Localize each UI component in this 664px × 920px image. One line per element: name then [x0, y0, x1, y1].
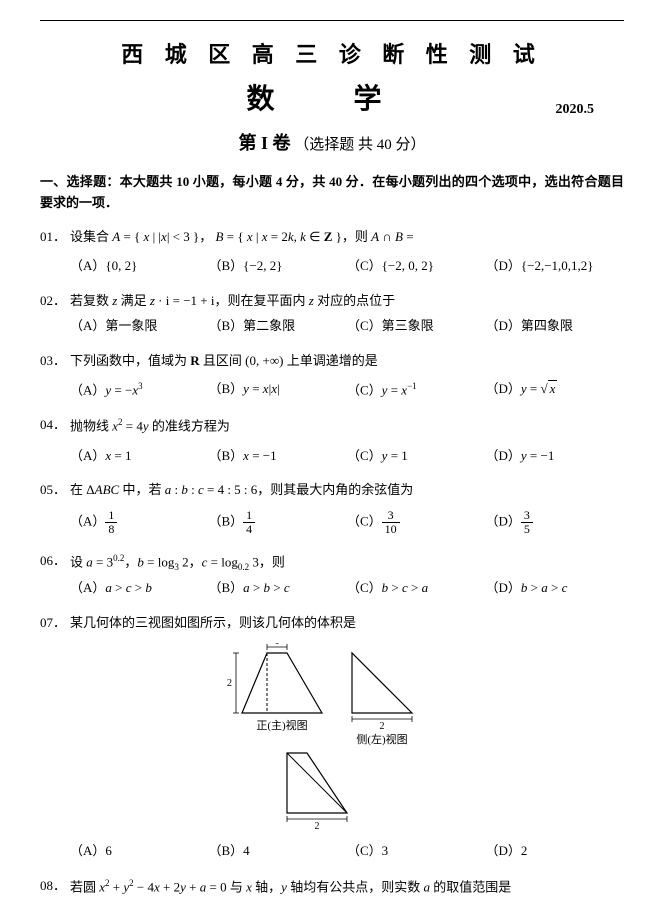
opt-a: （A）a > c > b: [70, 578, 209, 599]
frac-num: 3: [382, 509, 400, 523]
opt-b: （B）4: [209, 841, 348, 862]
opt-b: （B）a > b > c: [209, 578, 348, 599]
svg-text:2: 2: [380, 721, 385, 732]
q-num: 08．: [40, 876, 70, 897]
opt-a: （A）6: [70, 841, 209, 862]
instructions-text: 本大题共 10 小题，每小题 4 分，共 40 分．在每小题列出的四个选项中，选…: [40, 174, 624, 210]
opt-c: （C）310: [347, 509, 486, 536]
opt-d: （D）2: [486, 841, 625, 862]
question-03: 03． 下列函数中，值域为 R 且区间 (0, +∞) 上单调递增的是 （A）y…: [40, 351, 624, 402]
opt-d: （D）b > a > c: [486, 578, 625, 599]
q-text: 某几何体的三视图如图所示，则该几何体的体积是: [70, 613, 624, 634]
exam-title: 西 城 区 高 三 诊 断 性 测 试: [40, 37, 624, 72]
three-views-svg: 1 2 正(主)视图 2 侧(左)视图: [222, 643, 442, 833]
opt-d: （D）y = −1: [486, 446, 625, 467]
q-text: 设 a = 30.2，b = log3 2，c = log0.2 3，则: [70, 551, 624, 574]
question-02: 02． 若复数 z 满足 z · i = −1 + i，则在复平面内 z 对应的…: [40, 291, 624, 337]
opt-b: （B）x = −1: [209, 446, 348, 467]
question-08: 08． 若圆 x2 + y2 − 4x + 2y + a = 0 与 x 轴，y…: [40, 876, 624, 898]
question-07: 07． 某几何体的三视图如图所示，则该几何体的体积是 1: [40, 613, 624, 863]
q-text: 抛物线 x2 = 4y 的准线方程为: [70, 415, 624, 437]
section-large: 第 I 卷: [238, 133, 290, 153]
svg-text:俯视图: 俯视图: [301, 832, 334, 833]
q-num: 01．: [40, 227, 70, 248]
q-text: 在 ΔABC 中，若 a : b : c = 4 : 5 : 6，则其最大内角的…: [70, 480, 624, 501]
opt-a: （A）18: [70, 509, 209, 536]
frac-num: 3: [521, 509, 533, 523]
opt-c: （C）{−2, 0, 2}: [347, 256, 486, 277]
opt-label: （C）: [347, 514, 382, 529]
q-text: 设集合 A = { x | |x| < 3 }， B = { x | x = 2…: [70, 227, 624, 248]
question-05: 05． 在 ΔABC 中，若 a : b : c = 4 : 5 : 6，则其最…: [40, 480, 624, 536]
svg-text:2: 2: [315, 821, 320, 832]
q-text: 若复数 z 满足 z · i = −1 + i，则在复平面内 z 对应的点位于: [70, 291, 624, 312]
opt-a: （A）x = 1: [70, 446, 209, 467]
frac-den: 4: [243, 523, 255, 536]
opt-c: （C）b > c > a: [347, 578, 486, 599]
subject: 数 学: [246, 78, 417, 123]
question-04: 04． 抛物线 x2 = 4y 的准线方程为 （A）x = 1 （B）x = −…: [40, 415, 624, 466]
frac-den: 5: [521, 523, 533, 536]
q-text: 下列函数中，值域为 R 且区间 (0, +∞) 上单调递增的是: [70, 351, 624, 372]
opt-b: （B）y = x|x|: [209, 379, 348, 401]
opt-d: （D）{−2,−1,0,1,2}: [486, 256, 625, 277]
opt-a: （A）第一象限: [70, 316, 209, 337]
q-num: 06．: [40, 551, 70, 572]
exam-date: 2020.5: [556, 99, 595, 121]
opt-label: （D）: [486, 514, 521, 529]
opt-a: （A）y = −x3: [70, 379, 209, 401]
frac-num: 1: [243, 509, 255, 523]
opt-b: （B）第二象限: [209, 316, 348, 337]
opt-d: （D）y = x: [486, 379, 625, 401]
opt-a: （A）{0, 2}: [70, 256, 209, 277]
opt-label: （C）: [347, 383, 382, 398]
opt-c: （C）第三象限: [347, 316, 486, 337]
opt-label: （A）: [70, 383, 105, 398]
frac-den: 8: [105, 523, 117, 536]
q-num: 03．: [40, 351, 70, 372]
svg-text:侧(左)视图: 侧(左)视图: [356, 732, 407, 746]
section-small: （选择题 共 40 分）: [294, 137, 425, 153]
q-num: 05．: [40, 480, 70, 501]
frac-num: 1: [105, 509, 117, 523]
instructions-label: 一、选择题：: [40, 174, 120, 189]
section-row: 第 I 卷 （选择题 共 40 分）: [40, 129, 624, 158]
section-instructions: 一、选择题：本大题共 10 小题，每小题 4 分，共 40 分．在每小题列出的四…: [40, 172, 624, 214]
q-num: 02．: [40, 291, 70, 312]
opt-label: （B）: [209, 514, 244, 529]
q-num: 07．: [40, 613, 70, 634]
opt-label: （B）: [209, 381, 244, 396]
question-01: 01． 设集合 A = { x | |x| < 3 }， B = { x | x…: [40, 227, 624, 277]
opt-d: （D）35: [486, 509, 625, 536]
frac-den: 10: [382, 523, 400, 536]
opt-c: （C）3: [347, 841, 486, 862]
question-06: 06． 设 a = 30.2，b = log3 2，c = log0.2 3，则…: [40, 551, 624, 599]
svg-text:2: 2: [227, 678, 232, 689]
three-view-figure: 1 2 正(主)视图 2 侧(左)视图: [40, 643, 624, 833]
svg-text:1: 1: [275, 643, 280, 647]
opt-b: （B）14: [209, 509, 348, 536]
q-num: 04．: [40, 415, 70, 436]
opt-b: （B）{−2, 2}: [209, 256, 348, 277]
subject-row: 数 学 2020.5: [40, 78, 624, 123]
opt-label: （A）: [70, 514, 105, 529]
q-text: 若圆 x2 + y2 − 4x + 2y + a = 0 与 x 轴，y 轴均有…: [70, 876, 624, 898]
opt-c: （C）y = 1: [347, 446, 486, 467]
top-rule: [40, 20, 624, 21]
opt-label: （D）: [486, 381, 521, 396]
opt-c: （C）y = x−1: [347, 379, 486, 401]
opt-d: （D）第四象限: [486, 316, 625, 337]
svg-text:正(主)视图: 正(主)视图: [256, 718, 307, 732]
